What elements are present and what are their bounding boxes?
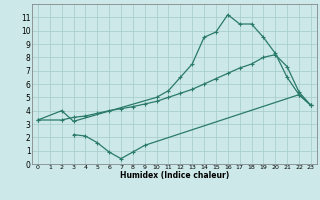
X-axis label: Humidex (Indice chaleur): Humidex (Indice chaleur) — [120, 171, 229, 180]
